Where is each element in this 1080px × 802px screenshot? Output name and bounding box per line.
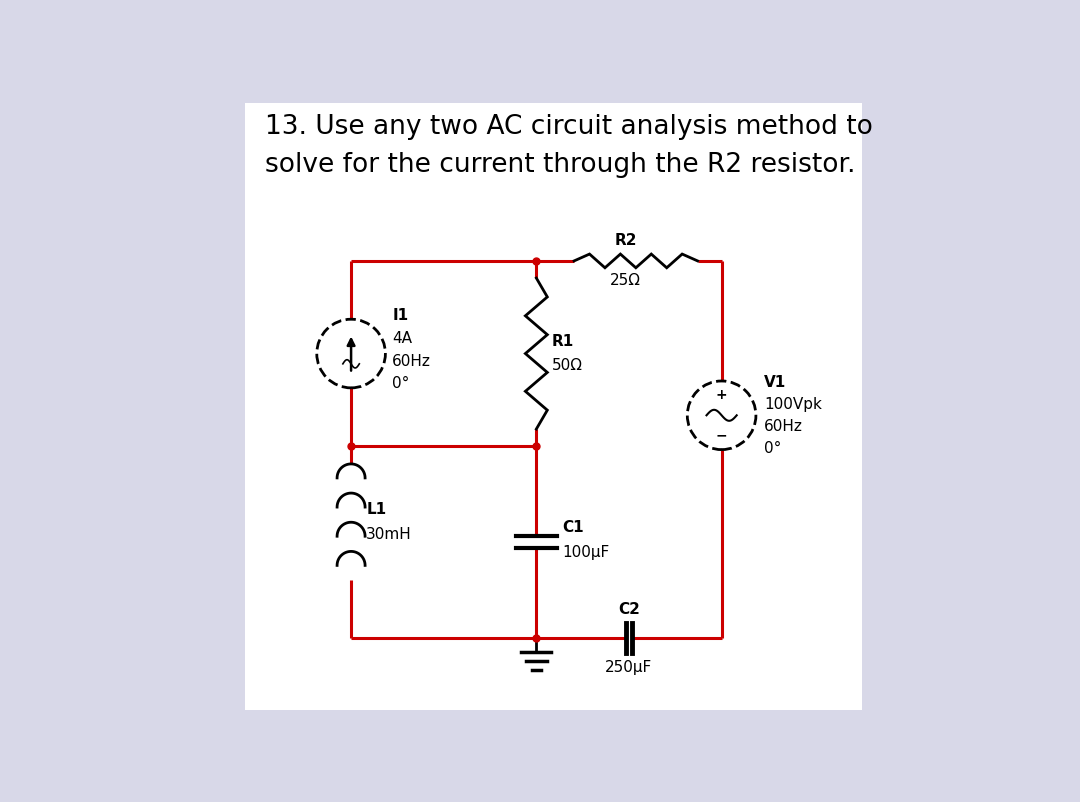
Text: C1: C1 <box>563 520 584 535</box>
Text: 60Hz: 60Hz <box>392 354 431 369</box>
FancyBboxPatch shape <box>245 103 862 711</box>
Text: 0°: 0° <box>392 376 409 391</box>
Text: +: + <box>716 388 728 403</box>
Text: I1: I1 <box>392 308 408 323</box>
Text: R2: R2 <box>615 233 637 248</box>
Text: 100μF: 100μF <box>563 545 610 560</box>
Text: 60Hz: 60Hz <box>765 419 804 434</box>
Text: 100Vpk: 100Vpk <box>765 397 822 411</box>
Text: 25Ω: 25Ω <box>610 273 642 288</box>
Text: R1: R1 <box>552 334 573 349</box>
Text: solve for the current through the R2 resistor.: solve for the current through the R2 res… <box>266 152 855 178</box>
Text: L1: L1 <box>366 502 387 516</box>
Text: 4A: 4A <box>392 331 413 346</box>
Text: 250μF: 250μF <box>606 659 652 674</box>
Text: C2: C2 <box>618 602 640 617</box>
Text: 13. Use any two AC circuit analysis method to: 13. Use any two AC circuit analysis meth… <box>266 114 874 140</box>
Text: 30mH: 30mH <box>366 526 411 541</box>
Text: V1: V1 <box>765 375 786 390</box>
Text: −: − <box>716 428 728 442</box>
Text: 50Ω: 50Ω <box>552 358 582 374</box>
Text: 0°: 0° <box>765 441 782 456</box>
